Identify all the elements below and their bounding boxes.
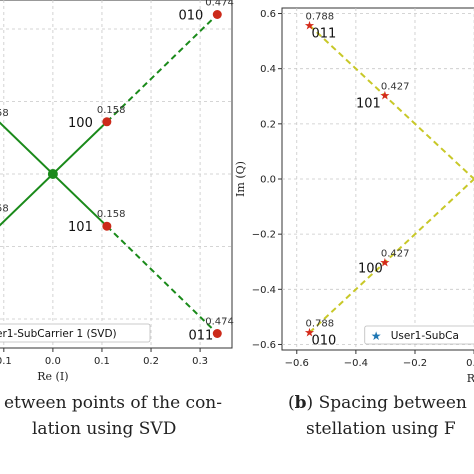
panel-a-x-tick-label-2: 0.1 bbox=[94, 356, 110, 367]
panel-b-caption-line-1: (b) Spacing between bbox=[288, 393, 467, 413]
panel-a-dashed-line-lower bbox=[106, 225, 218, 335]
panel-b-caption-paren-open: ( bbox=[288, 393, 295, 413]
panel-b-dashed-line-upper bbox=[308, 24, 474, 180]
panel-a-frame bbox=[0, 0, 233, 349]
panel-b-caption-paren-close: ) bbox=[307, 393, 319, 413]
panel-a-edge-value-1: 58 bbox=[0, 204, 9, 215]
panel-a-x-ticks: 0.1 0.0 0.1 0.2 0.3 bbox=[0, 348, 208, 367]
panel-b-point-star-100: ★ bbox=[379, 255, 390, 269]
panel-b-legend: ★ User1-SubCa bbox=[364, 325, 474, 345]
panel-b-y-tick-label-5: −0.4 bbox=[252, 285, 276, 296]
panel-b-y-ticks: 0.6 0.4 0.2 0.0 −0.2 −0.4 −0.6 bbox=[252, 9, 282, 351]
panel-b-point-value-2: 0.427 bbox=[381, 248, 410, 259]
panel-a-point-value-1: 0.158 bbox=[97, 105, 126, 116]
panel-b-point-star-101: ★ bbox=[379, 89, 390, 103]
panel-b-y-tick-label-4: −0.2 bbox=[252, 230, 276, 241]
panel-a-edge-value-0: 58 bbox=[0, 108, 9, 119]
panel-b-point-value-1: 0.427 bbox=[381, 82, 410, 93]
panel-a-x-tick-label-4: 0.3 bbox=[192, 356, 208, 367]
panel-a-x-tick-label-3: 0.2 bbox=[143, 356, 159, 367]
panel-b-y-tick-label-2: 0.2 bbox=[260, 119, 276, 130]
panel-a-connection-lines bbox=[0, 13, 218, 335]
panel-b-grid bbox=[282, 8, 474, 350]
panel-a-point-value-2: 0.158 bbox=[97, 209, 126, 220]
panel-b-dashed-line-lower bbox=[308, 178, 474, 334]
panel-a-dashed-line-upper bbox=[106, 13, 218, 123]
panel-b-y-tick-label-0: 0.6 bbox=[260, 9, 276, 20]
panel-b-x-ticks: −0.6 −0.4 −0.2 0.0 bbox=[285, 350, 474, 369]
panel-a-point-010 bbox=[212, 10, 222, 19]
panel-a-point-100 bbox=[102, 117, 112, 127]
panel-a-legend: er1-SubCarrier 1 (SVD) bbox=[0, 323, 151, 343]
panel-b-legend-box bbox=[364, 325, 474, 345]
panel-a-solid-line-0 bbox=[0, 121, 108, 227]
panel-b-point-bits-2: 100 bbox=[358, 261, 383, 276]
panel-b-y-tick-label-3: 0.0 bbox=[260, 175, 276, 186]
panel-b-legend-entry: User1-SubCa bbox=[391, 330, 459, 342]
panel-a-point-bits-1: 100 bbox=[68, 116, 93, 131]
panel-a-solid-line-1 bbox=[0, 121, 108, 227]
panel-a-point-value-0: 0.474 bbox=[205, 0, 234, 9]
panel-b-point-bits-0: 011 bbox=[311, 26, 336, 41]
panel-a-point-value-3: 0.474 bbox=[205, 317, 234, 328]
panel-b-y-axis-label: Im (Q) bbox=[234, 161, 247, 197]
panel-b-connection-lines bbox=[308, 24, 474, 334]
panel-b-x-tick-label-2: −0.2 bbox=[403, 358, 427, 369]
panel-a-caption-line-1: etween points of the con- bbox=[4, 393, 222, 413]
panel-a-grid bbox=[0, 0, 232, 348]
panel-b-point-star-010: ★ bbox=[304, 326, 315, 340]
panel-b-point-bits-3: 010 bbox=[311, 334, 336, 349]
panel-b-x-tick-label-1: −0.4 bbox=[344, 358, 368, 369]
panel-a-legend-box bbox=[0, 323, 151, 343]
panel-a-x-tick-label-0: 0.1 bbox=[0, 356, 12, 367]
panel-a-point-101 bbox=[102, 221, 112, 231]
panel-a-x-tick-label-1: 0.0 bbox=[45, 356, 61, 367]
panel-b-x-axis-label: Re bbox=[467, 372, 474, 385]
panel-b-point-value-3: 0.788 bbox=[305, 319, 334, 330]
panel-b-point-bits-1: 101 bbox=[356, 97, 381, 112]
panel-b-caption-line-2: stellation using F bbox=[306, 419, 456, 439]
panel-b-legend-star-icon: ★ bbox=[371, 329, 382, 343]
panel-b-point-value-0: 0.788 bbox=[305, 11, 334, 22]
panel-b-y-tick-label-6: −0.6 bbox=[252, 340, 276, 351]
panel-b-y-tick-label-1: 0.4 bbox=[260, 64, 276, 75]
panel-a-point-bits-3: 011 bbox=[188, 329, 213, 344]
panel-a-origin-point bbox=[47, 169, 58, 179]
panel-b-x-tick-label-3: 0.0 bbox=[466, 358, 474, 369]
panel-a-legend-entry: er1-SubCarrier 1 (SVD) bbox=[0, 328, 117, 340]
panel-a-x-axis-label: Re (I) bbox=[37, 370, 68, 383]
panel-a-point-011 bbox=[212, 329, 222, 338]
panel-a-point-bits-0: 010 bbox=[178, 9, 203, 24]
panel-b-point-star-011: ★ bbox=[304, 18, 315, 32]
panel-a-point-bits-2: 101 bbox=[68, 220, 93, 235]
panel-b-caption-letter: b bbox=[295, 393, 307, 413]
panel-b-x-tick-label-0: −0.6 bbox=[285, 358, 309, 369]
panel-a-caption-line-2: lation using SVD bbox=[32, 419, 176, 439]
panel-b-caption-text: Spacing between bbox=[319, 393, 467, 413]
